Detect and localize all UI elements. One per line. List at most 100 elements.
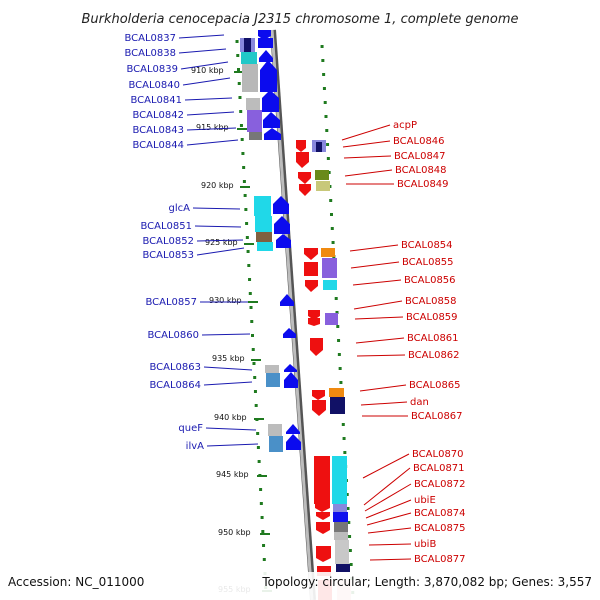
topology-text: Topology: circular; Length: 3,870,082 bp… — [261, 575, 592, 589]
kbp-scale: 910 kbp 915 kbp 920 kbp 925 kbp 930 kbp 935 k… — [191, 66, 272, 594]
guide-dot — [248, 292, 252, 295]
gene-arrow — [316, 522, 330, 534]
gene-label: BCAL0860 — [147, 330, 199, 341]
gene-block — [316, 142, 322, 152]
label-connector — [352, 279, 402, 286]
gene-block — [334, 532, 348, 540]
label-connector — [366, 512, 412, 526]
gene-block — [316, 181, 330, 191]
label-connector — [194, 225, 242, 228]
gene-label: BCAL0837 — [124, 33, 176, 44]
label-connector — [206, 443, 259, 447]
guide-dot — [245, 236, 249, 239]
left-labels: BCAL0837 BCAL0838 BCAL0839 BCAL0840 BCAL0841… — [124, 33, 204, 452]
kbp-label: 930 kbp — [209, 296, 242, 305]
label-connector — [178, 48, 227, 54]
label-connector — [344, 169, 393, 177]
gene-block — [317, 566, 331, 576]
gene-block — [304, 262, 318, 276]
kbp-label: 925 kbp — [205, 238, 238, 247]
guide-dot — [349, 563, 353, 566]
guide-dot — [251, 348, 255, 351]
gene-block — [268, 424, 282, 436]
gene-arrow — [299, 184, 311, 196]
label-connector — [341, 124, 391, 141]
gene-label: BCAL0844 — [132, 140, 184, 151]
gene-arrow — [263, 112, 280, 128]
gene-arrow — [273, 196, 289, 214]
label-connector — [364, 483, 412, 512]
label-connector — [349, 244, 399, 252]
gene-block — [333, 512, 348, 522]
gene-block — [265, 365, 279, 373]
label-connector — [342, 140, 391, 148]
label-connector — [354, 316, 404, 320]
gene-arrow — [276, 234, 291, 248]
kbp-label: 915 kbp — [196, 123, 229, 132]
gene-arrow — [296, 152, 309, 168]
label-connector — [203, 381, 253, 386]
gene-arrow — [310, 338, 323, 356]
gene-label: BCAL0849 — [397, 179, 449, 190]
guide-dot — [331, 241, 335, 244]
gene-label: BCAL0840 — [128, 80, 180, 91]
gene-arrow — [259, 50, 273, 62]
gene-arrow — [304, 248, 318, 260]
guide-dot — [239, 110, 243, 113]
left-label-connectors — [178, 34, 259, 447]
guide-dot — [336, 325, 340, 328]
gene-arrow — [258, 30, 271, 40]
gene-arrow — [316, 546, 331, 562]
gene-label: BCAL0853 — [142, 250, 194, 261]
guide-dot — [329, 213, 333, 216]
guide-dot — [240, 138, 244, 141]
gene-block — [315, 170, 329, 180]
kbp-label: 920 kbp — [201, 181, 234, 190]
gene-label: BCAL0855 — [402, 257, 454, 268]
gene-block — [332, 456, 347, 504]
kbp-label: 935 kbp — [212, 354, 245, 363]
gene-label: queF — [178, 423, 203, 434]
guide-dot — [239, 124, 243, 127]
gene-block — [323, 280, 337, 290]
gene-label: BCAL0862 — [408, 350, 460, 361]
label-connector — [192, 207, 241, 210]
gene-label: BCAL0864 — [149, 380, 201, 391]
gene-arrow — [308, 318, 320, 326]
guide-dot — [320, 45, 324, 48]
gene-arrow — [315, 504, 330, 512]
guide-dot — [327, 171, 331, 174]
guide-dot — [241, 152, 245, 155]
label-connector — [350, 261, 400, 269]
gene-block — [241, 52, 257, 64]
gene-arrow — [308, 310, 320, 320]
guide-dot — [348, 535, 352, 538]
guide-dot — [244, 208, 248, 211]
guide-dot — [339, 381, 343, 384]
guide-dot — [323, 101, 327, 104]
gene-label: BCAL0863 — [149, 362, 201, 373]
label-connector — [182, 77, 231, 86]
kbp-label: 910 kbp — [191, 66, 224, 75]
gene-label: BCAL0875 — [414, 523, 466, 534]
label-connector — [186, 139, 239, 146]
kbp-label: 950 kbp — [218, 528, 251, 537]
gene-arrow — [260, 60, 277, 92]
guide-dot — [348, 549, 352, 552]
guide-dot — [262, 558, 266, 561]
gene-arrow — [258, 38, 273, 48]
guide-dot — [330, 227, 334, 230]
guide-dot — [260, 516, 264, 519]
guide-dot — [337, 353, 341, 356]
guide-dot — [262, 544, 266, 547]
guide-dot — [346, 507, 350, 510]
guide-dot — [337, 339, 341, 342]
guide-dot — [251, 334, 254, 337]
guide-dot — [238, 96, 242, 99]
gene-block — [256, 232, 272, 242]
guide-dot — [259, 488, 263, 491]
guide-dot — [250, 320, 254, 323]
label-connector — [343, 155, 392, 159]
guide-dot — [334, 297, 338, 300]
chromosome-backbone — [270, 29, 314, 600]
